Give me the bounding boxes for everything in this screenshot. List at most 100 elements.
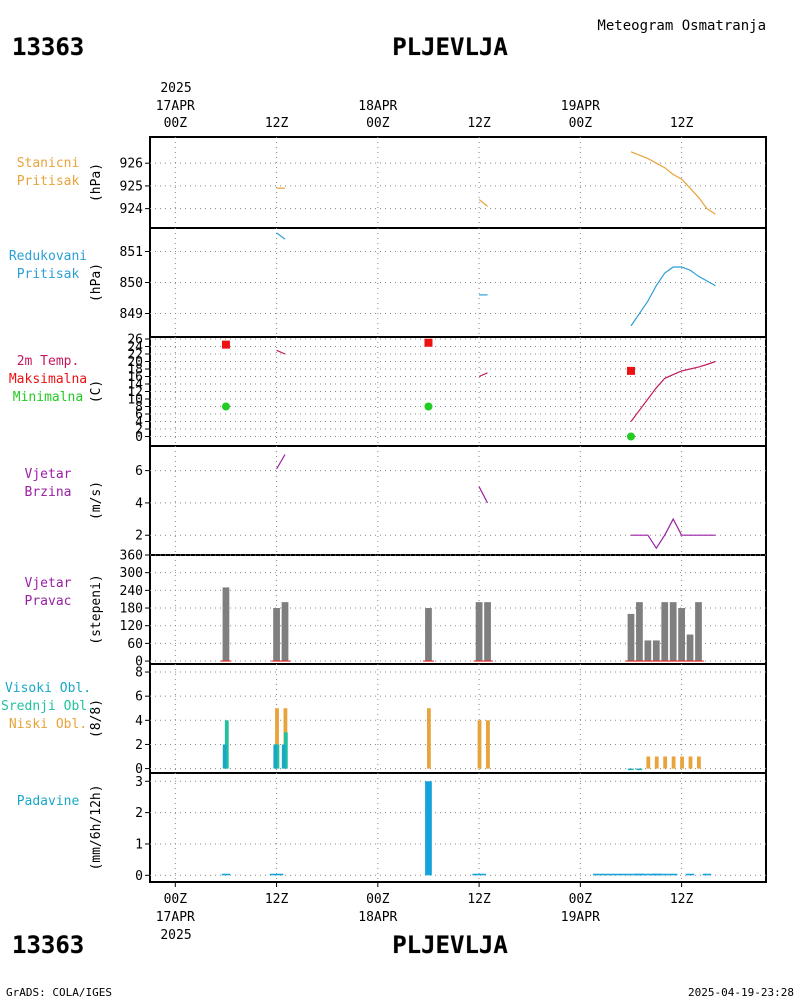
station-id-bottom: 13363 bbox=[12, 931, 84, 959]
time-label-bottom: 00Z bbox=[164, 892, 188, 907]
meteogram-title: Meteogram Osmatranja bbox=[597, 18, 766, 34]
panel-redukovani: 849 850 851 (hPa)Redukovani Pritisak bbox=[9, 227, 767, 338]
data-bar bbox=[425, 608, 432, 662]
y-tick-label: 2 bbox=[135, 423, 143, 438]
panel-label: Visoki Obl. bbox=[5, 681, 91, 696]
y-tick-label: 849 bbox=[120, 307, 143, 322]
y-tick-label: 8 bbox=[135, 400, 143, 415]
panel-vjetar_pravac: 0 60 120 180 240 300 360 (stepeni) Vjetar Pravac bbox=[25, 549, 767, 670]
panel-stanicni: 924 925 926 (hPa) Stanicni Pritisak bbox=[17, 136, 767, 229]
y-tick-label: 0 bbox=[135, 869, 143, 884]
time-label-bottom: 12Z bbox=[265, 892, 289, 907]
data-bar bbox=[273, 608, 280, 662]
cloud-bar bbox=[486, 720, 490, 769]
series-line bbox=[630, 266, 716, 327]
year-top: 2025 bbox=[160, 81, 191, 96]
cloud-bar bbox=[680, 756, 684, 769]
data-bar bbox=[685, 873, 695, 876]
data-bar bbox=[636, 602, 643, 662]
panel-label: Vjetar bbox=[25, 576, 72, 591]
data-bar bbox=[269, 873, 284, 876]
y-tick-label: 0 bbox=[135, 430, 143, 445]
min-temp-marker bbox=[626, 432, 635, 441]
data-bar bbox=[222, 587, 230, 662]
data-bar bbox=[669, 602, 677, 662]
time-label-top: 00Z bbox=[164, 116, 188, 131]
data-bar bbox=[668, 873, 678, 876]
credit-text: GrADS: COLA/IGES bbox=[6, 986, 112, 999]
y-tick-label: 2 bbox=[135, 738, 143, 753]
data-bar bbox=[627, 613, 635, 662]
panel-label: Minimalna bbox=[13, 390, 83, 405]
max-temp-marker bbox=[424, 338, 433, 347]
data-bar bbox=[695, 602, 702, 662]
y-tick-label: 1 bbox=[135, 837, 143, 852]
panel-label: 2m Temp. bbox=[17, 354, 80, 369]
date-label-top: 18APR bbox=[358, 99, 397, 114]
cloud-bar bbox=[646, 756, 651, 769]
panel-label: Padavine bbox=[17, 794, 80, 809]
series-line bbox=[478, 199, 488, 207]
y-axis-label: (hPa) bbox=[89, 163, 104, 202]
station-name-bottom: PLJEVLJA bbox=[392, 931, 508, 959]
data-bar bbox=[484, 602, 491, 662]
panel-frame bbox=[149, 336, 767, 447]
y-tick-label: 3 bbox=[135, 775, 143, 790]
panel-vjetar_brzina: 2 4 6 (m/s) Vjetar Brzina bbox=[25, 445, 767, 556]
y-tick-label: 16 bbox=[127, 370, 143, 385]
series-line bbox=[276, 454, 286, 470]
time-label-bottom: 00Z bbox=[366, 892, 390, 907]
y-axis-label: (hPa) bbox=[89, 263, 104, 302]
cloud-bar bbox=[627, 768, 632, 771]
data-bar bbox=[678, 608, 685, 662]
series-line bbox=[631, 517, 716, 550]
max-temp-marker bbox=[626, 366, 635, 375]
cloud-bar bbox=[697, 756, 701, 769]
y-axis-label: (C) bbox=[89, 380, 104, 403]
date-label-bottom: 18APR bbox=[358, 910, 397, 925]
panel-label: Srednji Obl. bbox=[1, 699, 95, 714]
data-bar bbox=[635, 873, 644, 876]
y-tick-label: 4 bbox=[135, 415, 143, 430]
cloud-bar bbox=[222, 744, 227, 769]
max-temp-marker bbox=[221, 340, 230, 349]
data-bar bbox=[475, 602, 483, 662]
time-label-top: 12Z bbox=[265, 116, 289, 131]
data-bar bbox=[593, 873, 669, 876]
cloud-bar bbox=[273, 744, 278, 769]
y-tick-label: 360 bbox=[120, 549, 143, 564]
data-bar bbox=[472, 873, 486, 876]
cloud-bar bbox=[224, 720, 229, 769]
data-bar bbox=[425, 781, 432, 876]
cloud-bar bbox=[275, 744, 280, 769]
y-tick-label: 14 bbox=[127, 378, 143, 393]
data-bar bbox=[702, 873, 712, 876]
y-tick-label: 924 bbox=[120, 202, 144, 217]
series-line bbox=[630, 360, 716, 422]
panel-frame bbox=[149, 227, 767, 338]
date-label-bottom: 17APR bbox=[156, 910, 195, 925]
date-label-top: 19APR bbox=[561, 99, 600, 114]
y-tick-label: 0 bbox=[135, 655, 143, 670]
cloud-bar bbox=[426, 708, 431, 769]
time-label-top: 00Z bbox=[366, 116, 390, 131]
time-label-top: 12Z bbox=[670, 116, 694, 131]
series-line bbox=[276, 232, 286, 240]
y-tick-label: 6 bbox=[135, 464, 143, 479]
timestamp-text: 2025-04-19-23:28 bbox=[688, 986, 794, 999]
panel-label: Vjetar bbox=[25, 467, 72, 482]
panel-label: Pritisak bbox=[17, 267, 80, 282]
panel-label: Maksimalna bbox=[9, 372, 87, 387]
y-axis-label: (m/s) bbox=[89, 481, 104, 520]
y-tick-label: 20 bbox=[127, 355, 143, 370]
y-axis-label: (8/8) bbox=[89, 699, 104, 738]
time-label-top: 12Z bbox=[467, 116, 491, 131]
y-tick-label: 851 bbox=[120, 245, 143, 260]
data-bar bbox=[281, 602, 289, 662]
y-tick-label: 18 bbox=[127, 363, 143, 378]
y-tick-label: 180 bbox=[120, 602, 143, 617]
y-tick-label: 0 bbox=[135, 762, 143, 777]
data-bar bbox=[652, 640, 660, 662]
y-tick-label: 850 bbox=[120, 276, 143, 291]
